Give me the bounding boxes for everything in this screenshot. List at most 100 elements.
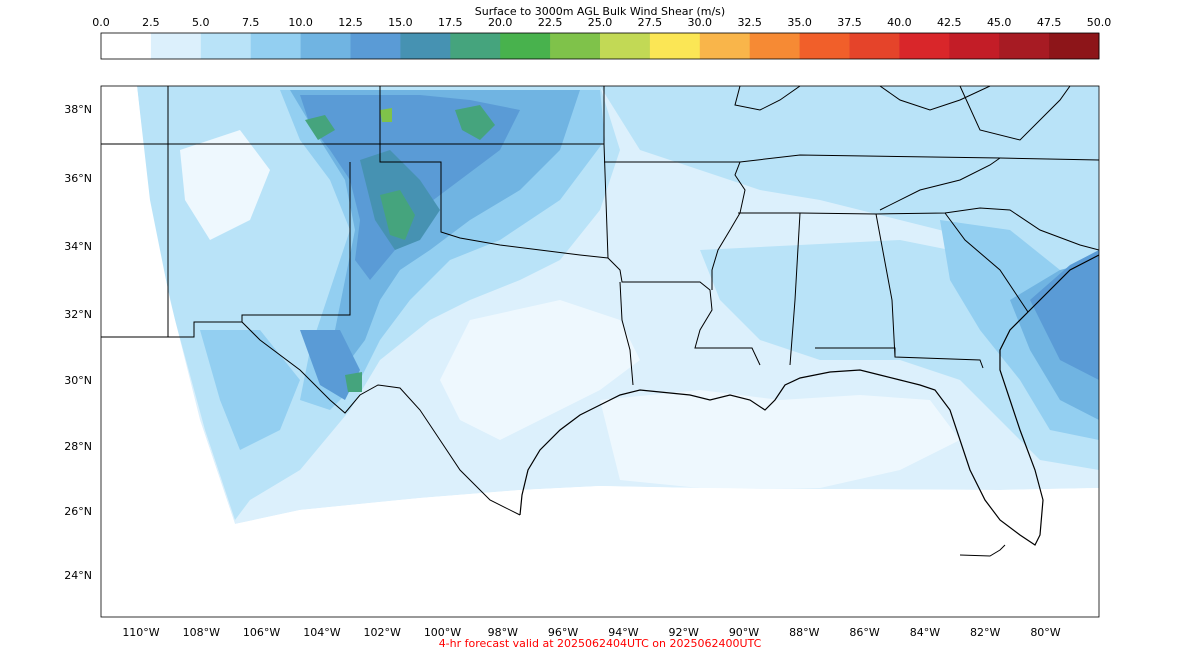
nc-tn-border [879,157,1001,211]
colorbar-swatch [550,33,601,59]
latitude-label: 28°N [64,440,92,453]
colorbar-swatch [150,33,202,59]
longitude-label: 106°W [243,626,280,639]
shear-band-17.5-20-c [305,115,335,140]
colorbar-tick-label: 45.0 [987,16,1012,29]
low-shear-patch-nm [180,130,270,240]
low-shear-patch-texas [440,300,640,440]
latitude-labels: 38°N 36°N 34°N 32°N 30°N 28°N 26°N 24°N [64,103,92,582]
longitude-label: 110°W [122,626,159,639]
tn-ky-border [739,154,1099,163]
colorbar: Surface to 3000m AGL Bulk Wind Shear (m/… [92,5,1111,60]
outside-domain-south [101,486,1099,617]
colorbar-swatch [849,33,900,59]
latitude-label: 34°N [64,240,92,253]
ky-oh-border [879,86,991,111]
ar-la-border [603,86,761,366]
latitude-label: 38°N [64,103,92,116]
mo-il-border [734,86,801,111]
longitude-label: 98°W [488,626,518,639]
latitude-label: 36°N [64,172,92,185]
colorbar-tick-labels: 0.0 2.5 5.0 7.5 10.0 12.5 15.0 17.5 20.0 22.5 25.0… [92,16,1111,29]
colorbar-tick-label: 37.5 [837,16,862,29]
colorbar-tick-label: 22.5 [538,16,563,29]
colorbar-frame [100,32,1100,60]
colorbar-tick-label: 30.0 [688,16,713,29]
colorbar-tick-label: 15.0 [388,16,413,29]
colorbar-tick-label: 20.0 [488,16,513,29]
colorbar-title: Surface to 3000m AGL Bulk Wind Shear (m/… [475,5,725,18]
colorbar-tick-label: 35.0 [787,16,812,29]
colorbar-tick-label: 47.5 [1037,16,1062,29]
colorbar-tick-label: 50.0 [1087,16,1112,29]
longitude-label: 86°W [849,626,879,639]
low-shear-patch-gulf [600,390,960,488]
state-boundaries [101,86,1099,516]
tn-south-border [738,207,1099,251]
colorbar-tick-label: 40.0 [887,16,912,29]
florida-keys [959,544,1006,557]
colorbar-swatch [450,33,501,59]
colorbar-tick-label: 27.5 [638,16,663,29]
colorbar-tick-label: 7.5 [242,16,260,29]
longitude-label: 92°W [669,626,699,639]
ms-al-border [789,212,801,366]
colorbar-swatch [1049,33,1100,59]
longitude-label: 90°W [729,626,759,639]
shear-band-17.5-20-b [455,105,495,140]
colorbar-tick-label: 42.5 [937,16,962,29]
ok-tx-border [379,86,609,259]
shear-band-7.5-10-westtx [200,330,300,450]
colorbar-swatch [699,33,751,59]
ga-sc-border [944,212,1029,313]
latitude-label: 26°N [64,505,92,518]
mexico-border-az [101,321,242,338]
colorbar-swatch [101,33,152,59]
colorbar-tick-label: 2.5 [142,16,160,29]
tx-nm-mexico-border [241,162,521,516]
colorbar-swatch [899,33,950,59]
colorbar-tick-label: 32.5 [737,16,762,29]
latitude-label: 30°N [64,374,92,387]
colorbar-tick-label: 12.5 [338,16,363,29]
longitude-label: 104°W [303,626,340,639]
colorbar-swatch [300,33,351,59]
colorbar-tick-label: 5.0 [192,16,210,29]
latitude-label: 32°N [64,308,92,321]
shear-band-17.5-20-a [380,190,415,240]
colorbar-swatch [500,33,551,59]
map-panel: 110°W 108°W 106°W 104°W 102°W 100°W 98°W 96°W 94… [64,85,1100,639]
colorbar-swatch [949,33,1000,59]
shear-field [101,86,1099,617]
colorbar-swatch [250,33,302,59]
colorbar-swatch [350,33,401,59]
colorbar-tick-label: 25.0 [588,16,613,29]
longitude-label: 94°W [608,626,638,639]
shear-band-22.5-25 [380,108,392,122]
colorbar-tick-label: 17.5 [438,16,463,29]
colorbar-swatch [649,33,701,59]
gulf-atlantic-coastline [519,254,1099,546]
latitude-label: 24°N [64,569,92,582]
colorbar-tick-label: 10.0 [288,16,313,29]
colorbar-tick-label: 0.0 [92,16,110,29]
shear-band-12.5-15-atlantic [1030,250,1099,380]
longitude-label: 108°W [183,626,220,639]
colorbar-swatch [799,33,850,59]
tx-la-border [619,281,634,386]
colorbar-swatch [400,33,451,59]
longitude-label: 80°W [1030,626,1060,639]
longitude-label: 82°W [970,626,1000,639]
shear-band-5-7.5-north [600,86,1099,300]
longitude-label: 100°W [424,626,461,639]
wv-va-border [959,86,1071,141]
longitude-labels: 110°W 108°W 106°W 104°W 102°W 100°W 98°W 96°W 94… [122,626,1060,639]
map-frame [100,85,1100,618]
al-fl-border [815,347,896,357]
colorbar-swatch [999,33,1050,59]
shear-band-12.5-15-westtx [300,330,360,400]
longitude-label: 102°W [364,626,401,639]
colorbar-swatches [101,33,1100,59]
longitude-label: 84°W [910,626,940,639]
